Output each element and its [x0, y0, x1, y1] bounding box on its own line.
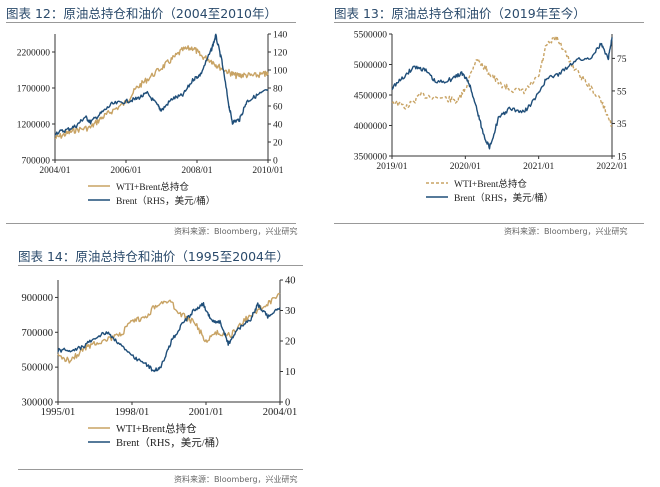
left-tick-label: 2200000	[17, 49, 51, 59]
right-tick-label: 60	[273, 103, 283, 113]
brent-price-line	[57, 302, 281, 373]
fig13-title-rule	[334, 22, 644, 23]
right-tick-label: 40	[273, 121, 283, 131]
right-tick-label: 55	[617, 87, 627, 97]
right-tick-label: 80	[273, 85, 283, 95]
fig12-source: 资料来源：Bloomberg，兴业研究	[174, 227, 298, 236]
left-tick-label: 5000000	[354, 61, 388, 71]
fig12-title-rule	[6, 22, 296, 23]
fig12-source-rule	[6, 223, 296, 224]
fig14-source-rule	[18, 469, 303, 470]
fig12-chart: 700000 1200000 1700000 2200000 0 20 40 60 80 100 1…	[17, 31, 288, 208]
brent-price-line	[391, 37, 613, 150]
x-tick-label: 2001/01	[189, 407, 223, 418]
legend-wti-label: WTI+Brent总持仓	[454, 178, 527, 190]
left-tick-label: 500000	[22, 363, 54, 374]
right-tick-label: 120	[273, 49, 288, 59]
left-tick-label: 700000	[22, 157, 51, 167]
fig14-title-rule	[18, 265, 303, 266]
legend-brent-label: Brent（RHS，美元/桶）	[454, 192, 553, 204]
legend-wti-label: WTI+Brent总持仓	[116, 422, 197, 435]
x-tick-label: 2004/01	[263, 407, 297, 418]
x-tick-label: 2020/01	[450, 162, 481, 172]
right-tick-label: 0	[285, 398, 290, 409]
right-tick-label: 20	[285, 337, 296, 348]
left-tick-label: 1700000	[17, 85, 51, 95]
right-tick-label: 0	[273, 157, 278, 167]
fig14-title: 图表 14：原油总持仓和油价（1995至2004年）	[18, 249, 290, 264]
left-tick-label: 1200000	[17, 121, 51, 131]
x-tick-label: 2022/01	[596, 162, 627, 172]
wti-brent-oi-line	[391, 35, 613, 127]
right-tick-label: 30	[285, 306, 296, 317]
x-tick-label: 2019/01	[376, 162, 407, 172]
left-tick-label: 4000000	[354, 122, 388, 132]
right-tick-label: 35	[617, 120, 627, 130]
right-tick-label: 15	[617, 153, 627, 163]
x-tick-label: 2008/01	[181, 166, 212, 176]
left-tick-label: 900000	[22, 293, 54, 304]
x-tick-label: 1995/01	[41, 407, 75, 418]
legend-brent-label: Brent（RHS，美元/桶）	[116, 436, 226, 449]
wti-brent-oi-line	[54, 45, 269, 140]
right-tick-label: 20	[273, 139, 283, 149]
wti-brent-oi-line	[57, 292, 281, 364]
x-tick-label: 2004/01	[39, 166, 70, 176]
fig13-title: 图表 13：原油总持仓和油价（2019年至今）	[334, 6, 586, 21]
x-tick-label: 1998/01	[115, 407, 149, 418]
right-tick-label: 100	[273, 67, 288, 77]
x-tick-label: 2010/01	[252, 166, 283, 176]
x-tick-label: 2006/01	[110, 166, 141, 176]
left-tick-label: 700000	[22, 328, 54, 339]
fig13-source-rule	[334, 223, 644, 224]
fig12-title: 图表 12：原油总持仓和油价（2004至2010年）	[6, 6, 278, 21]
brent-price-line	[54, 33, 269, 136]
left-tick-label: 5500000	[354, 31, 388, 41]
fig14-source: 资料来源：Bloomberg，兴业研究	[174, 475, 298, 484]
left-tick-label: 4500000	[354, 92, 388, 102]
right-tick-label: 75	[617, 55, 627, 65]
left-tick-label: 3500000	[354, 153, 388, 163]
legend-wti-label: WTI+Brent总持仓	[116, 181, 189, 193]
right-tick-label: 140	[273, 31, 288, 41]
fig13-chart: 3500000 4000000 4500000 5000000 5500000 15 35 5…	[354, 31, 628, 205]
x-tick-label: 2021/01	[523, 162, 554, 172]
right-tick-label: 10	[285, 367, 296, 378]
fig14-chart: 300000 500000 700000 900000 0 10 20 30 40 1995/01…	[22, 276, 298, 450]
legend-brent-label: Brent（RHS，美元/桶）	[116, 195, 215, 207]
left-tick-label: 300000	[22, 398, 54, 409]
right-tick-label: 40	[285, 276, 296, 287]
fig13-source: 资料来源：Bloomberg，兴业研究	[504, 227, 628, 236]
